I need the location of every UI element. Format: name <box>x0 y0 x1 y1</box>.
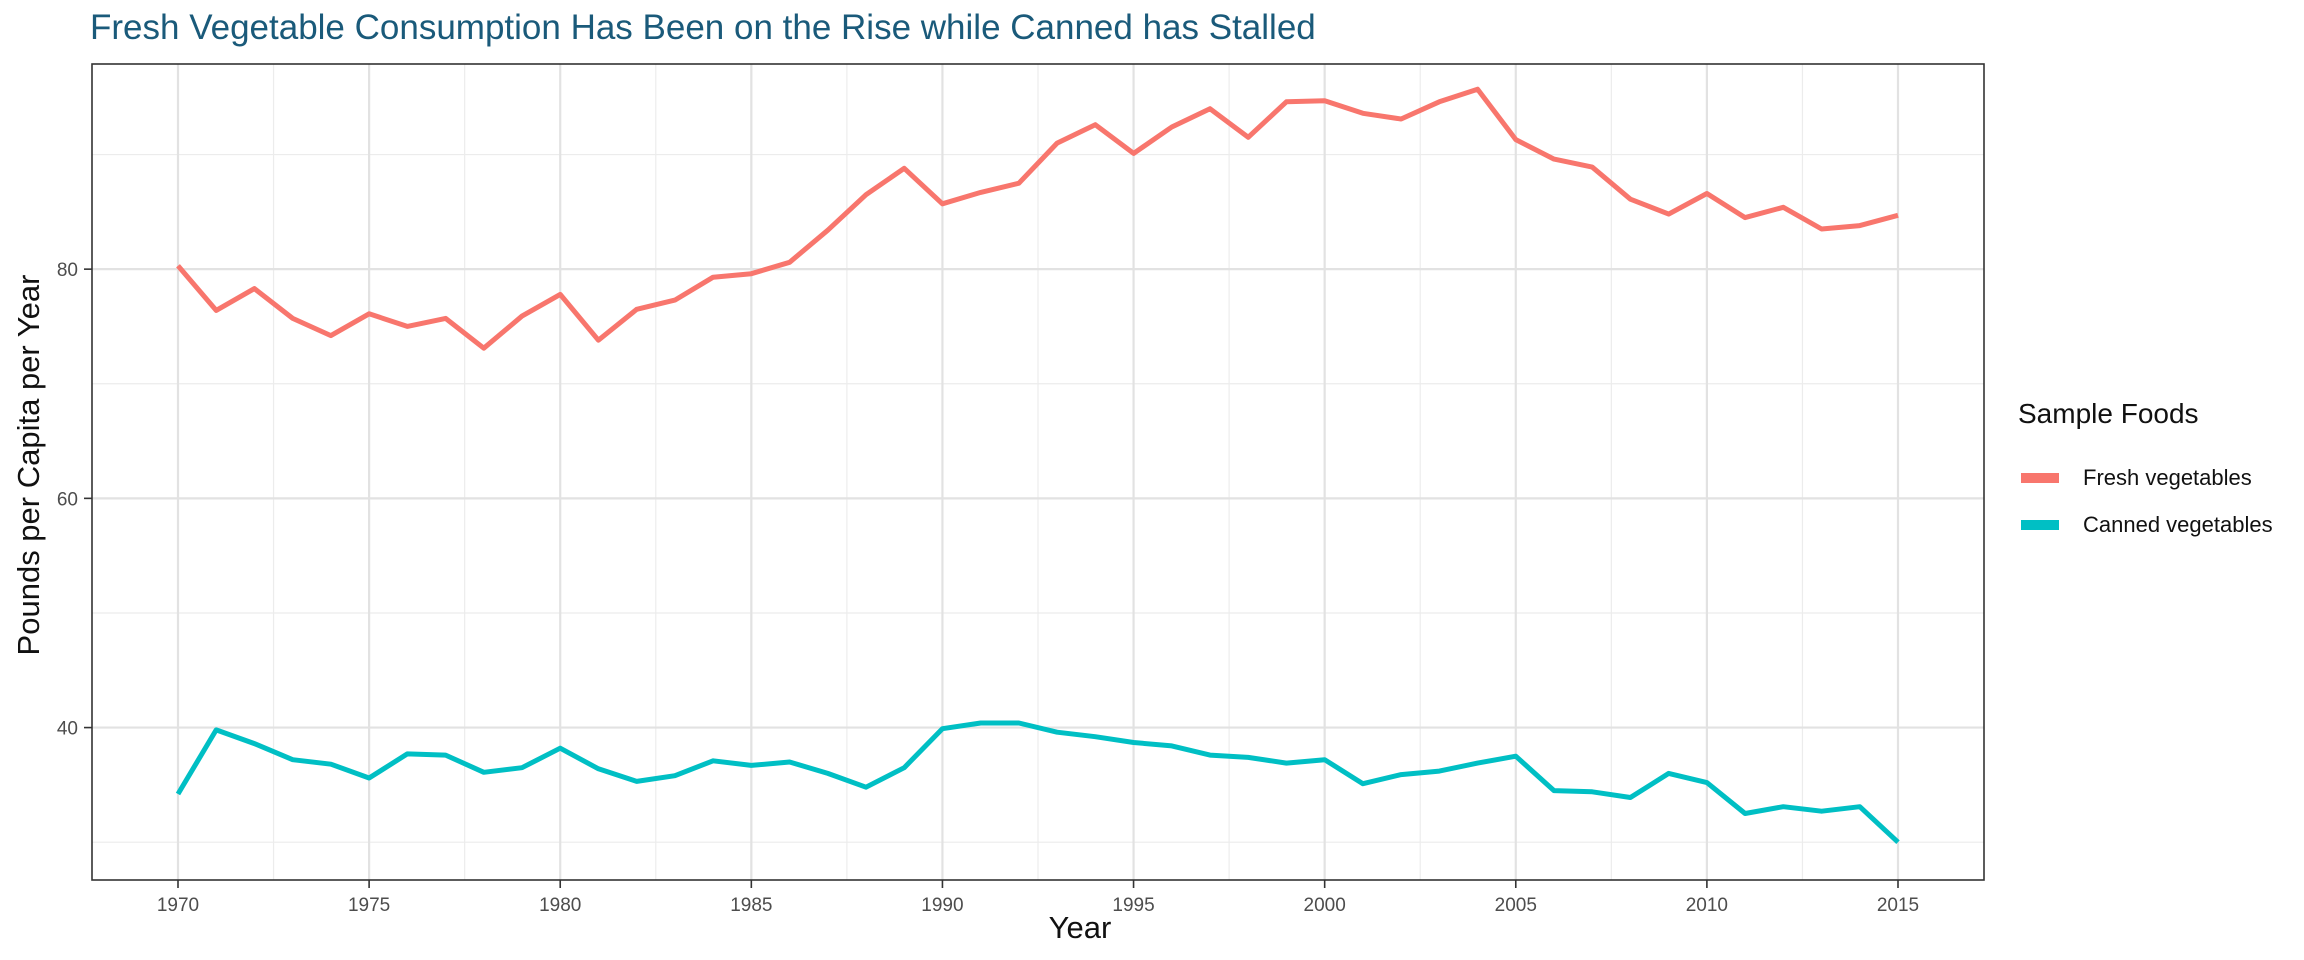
x-tick-label: 2000 <box>1304 895 1346 916</box>
legend: Sample Foods Fresh vegetables Canned veg… <box>2018 398 2273 548</box>
series-line-fresh-vegetables <box>176 86 1899 351</box>
x-tick-label: 2005 <box>1495 895 1537 916</box>
chart-title: Fresh Vegetable Consumption Has Been on … <box>90 8 1316 47</box>
plot-panel <box>92 64 1984 880</box>
legend-label-fresh: Fresh vegetables <box>2083 464 2252 490</box>
x-tick-label: 1970 <box>157 895 199 916</box>
x-tick-label: 1995 <box>1112 895 1154 916</box>
x-tick-label: 1980 <box>539 895 581 916</box>
x-tick-label: 2015 <box>1877 895 1919 916</box>
legend-key-canned <box>2021 519 2059 530</box>
axis-layer: 40 60 80 1970 1975 1980 1985 1990 1995 2000 2005 20… <box>57 63 1985 916</box>
x-tick-label: 2010 <box>1686 895 1728 916</box>
y-tick-label: 40 <box>57 719 78 740</box>
legend-label-canned: Canned vegetables <box>2083 511 2273 537</box>
y-axis-label: Pounds per Capita per Year <box>11 274 46 656</box>
series-line-canned-vegetables <box>175 720 1900 845</box>
y-tick-label: 80 <box>57 260 78 281</box>
legend-item-canned: Canned vegetables <box>2018 501 2273 548</box>
panel-border <box>91 63 1985 881</box>
legend-key-fresh <box>2021 472 2059 483</box>
legend-title: Sample Foods <box>2018 398 2199 429</box>
series-layer <box>175 86 1900 845</box>
x-axis-label: Year <box>1048 910 1112 945</box>
x-tick-label: 1990 <box>921 895 963 916</box>
x-tick-label: 1985 <box>730 895 772 916</box>
legend-item-fresh: Fresh vegetables <box>2018 454 2273 501</box>
y-tick-label: 60 <box>57 489 78 510</box>
x-tick-label: 1975 <box>348 895 390 916</box>
